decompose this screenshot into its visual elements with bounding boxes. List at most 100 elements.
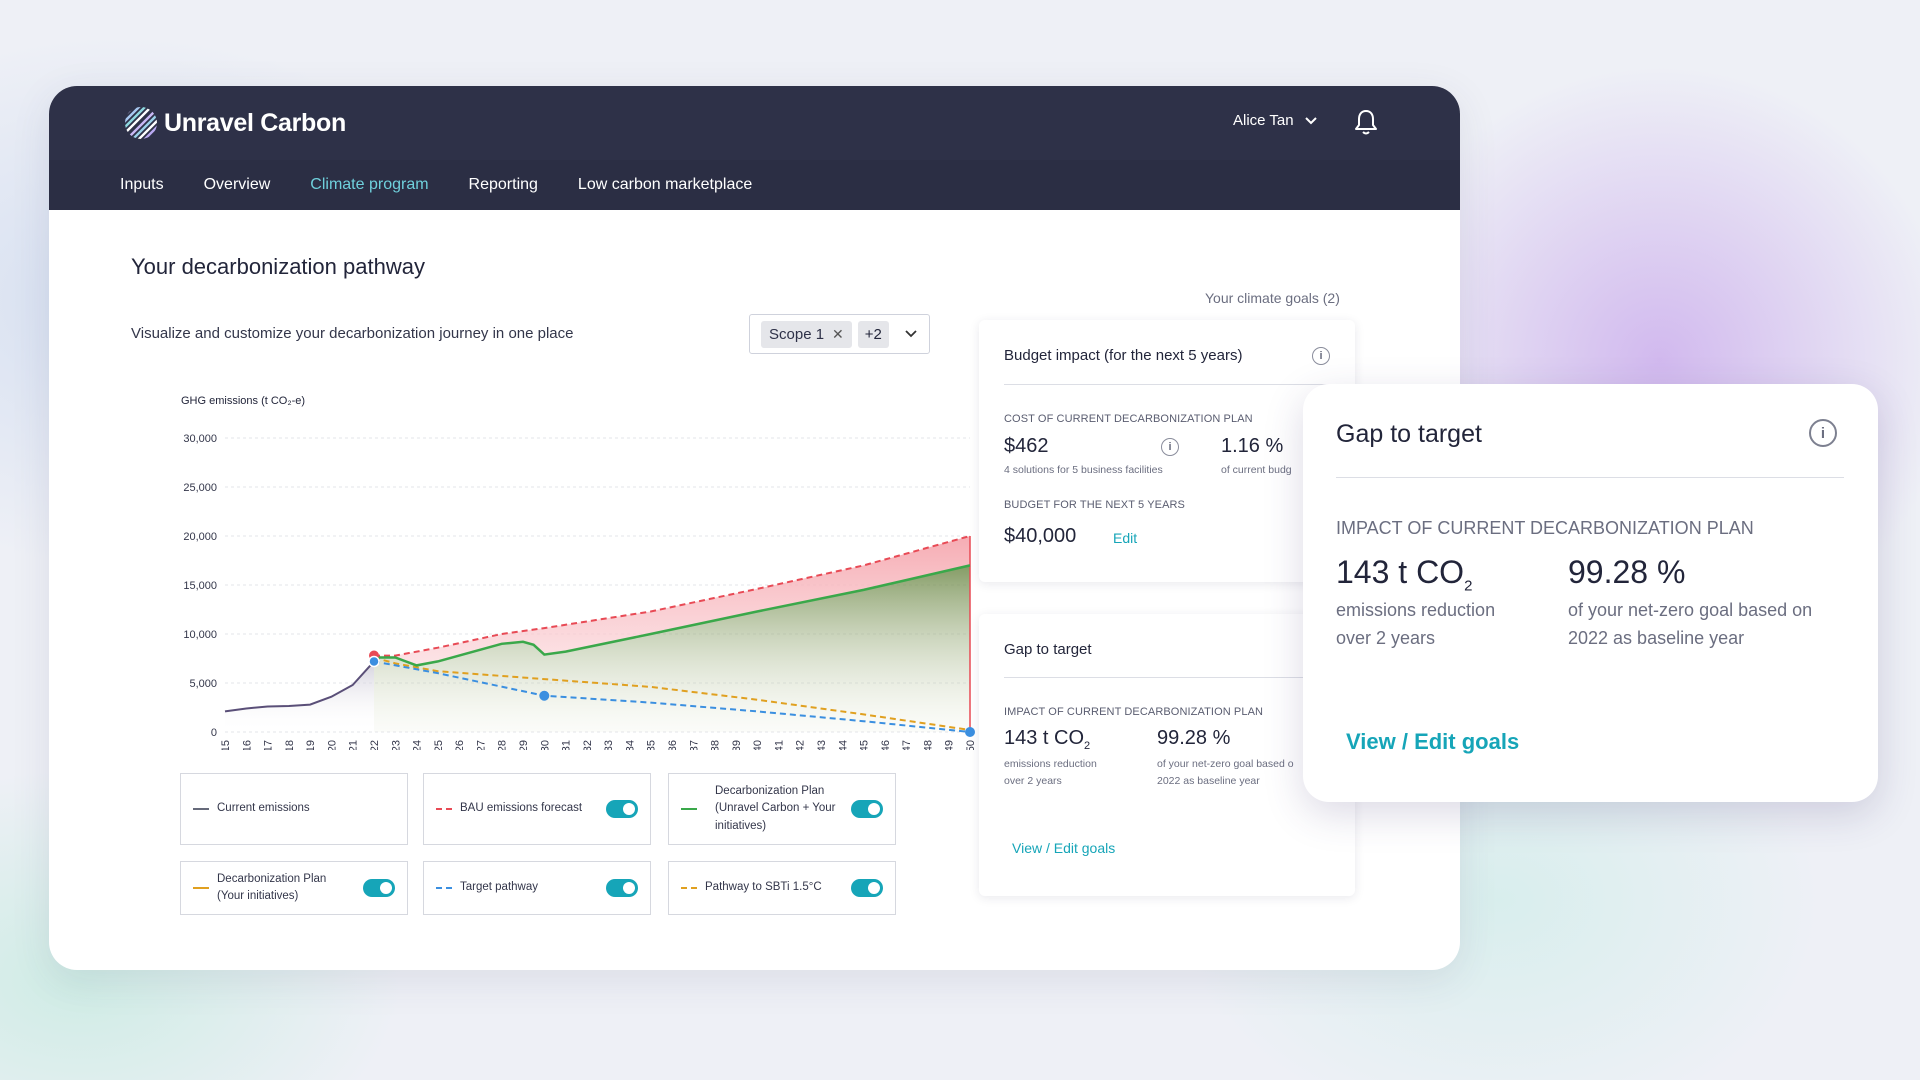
gap-caption: IMPACT OF CURRENT DECARBONIZATION PLAN [1004,706,1264,718]
x-tick-label: 2017 [263,740,275,750]
x-tick-label: 2040 [752,740,764,750]
x-tick-label: 2046 [880,740,892,750]
gap-to-target-zoom-card: Gap to target i IMPACT OF CURRENT DECARB… [1303,384,1878,802]
budget-card-title: Budget impact (for the next 5 years) [1004,347,1243,364]
top-bar: Unravel Carbon Alice Tan [49,86,1460,160]
budget-pct-note: of current budg [1221,464,1292,476]
y-tick-label: 15,000 [183,580,217,592]
x-tick-label: 2037 [688,740,700,750]
logo[interactable]: Unravel Carbon [124,106,346,140]
legend-label: Pathway to SBTi 1.5°C [705,881,822,894]
info-icon[interactable]: i [1312,347,1330,365]
nav-inputs[interactable]: Inputs [120,176,164,193]
float-reduction-text: 143 t CO [1336,554,1465,590]
x-tick-label: 2036 [667,740,679,750]
float-reduction-note: emissions reduction over 2 years [1336,597,1495,653]
legend-label: Decarbonization Plan (Your initiatives) [217,872,327,902]
legend-label: BAU emissions forecast [460,802,583,815]
nav-reporting[interactable]: Reporting [468,176,538,193]
budget-pct-value: 1.16 % [1221,435,1284,457]
legend-target-pathway: Target pathway [423,861,651,915]
goal-pct-note-line1: of your net-zero goal based o [1157,758,1294,770]
target-2050-point [965,727,975,737]
toggle-decarb-plan-unravel[interactable] [851,800,883,818]
info-icon[interactable]: i [1809,419,1837,447]
y-tick-label: 30,000 [183,433,217,445]
scope-select[interactable]: Scope 1 ✕ +2 [749,314,930,354]
legend-current-emissions: Current emissions [180,773,408,845]
current-emissions-line [224,660,375,713]
x-tick-label: 2045 [859,740,871,750]
x-tick-label: 2033 [603,740,615,750]
toggle-decarb-plan-own[interactable] [363,879,395,897]
budget-caption: BUDGET FOR THE NEXT 5 YEARS [1004,499,1185,511]
remove-chip-icon[interactable]: ✕ [832,325,844,342]
float-card-title: Gap to target [1336,420,1482,448]
legend-swatch [193,887,209,889]
toggle-bau-forecast[interactable] [606,800,638,818]
x-tick-label: 2016 [241,740,253,750]
float-goal-pct: 99.28 % [1568,554,1686,590]
toggle-target-pathway[interactable] [606,879,638,897]
legend-label: Current emissions [217,802,310,815]
float-view-edit-goals-link[interactable]: View / Edit goals [1346,729,1520,754]
float-reduction-note-line1: emissions reduction [1336,600,1496,620]
scope-chip-label: Scope 1 [769,325,825,343]
legend-swatch [681,887,697,889]
decarb-plan-own-line [373,656,971,731]
reduction-note: emissions reduction over 2 years [1004,756,1097,790]
x-tick-label: 2049 [944,740,956,750]
legend-swatch [436,887,452,889]
target-2030-point [539,690,550,701]
main-nav: Inputs Overview Climate program Reportin… [49,160,1460,210]
legend-decarb-plan-own: Decarbonization Plan (Your initiatives) [180,861,408,915]
y-tick-label: 10,000 [183,629,217,641]
chevron-down-icon[interactable] [904,327,918,341]
divider [1004,384,1330,385]
float-reduction-subscript: 2 [1464,577,1473,595]
page-subtitle: Visualize and customize your decarboniza… [131,325,574,342]
info-icon[interactable]: i [1161,438,1179,456]
divider [1336,477,1844,478]
x-tick-label: 2050 [965,740,977,750]
logo-mark-icon [125,107,157,139]
float-caption: IMPACT OF CURRENT DECARBONIZATION PLAN [1336,518,1754,538]
nav-overview[interactable]: Overview [203,176,271,193]
x-tick-label: 2030 [539,740,551,750]
x-tick-label: 2032 [582,740,594,750]
emissions-chart: GHG emissions (t CO₂-e) 0 5,000 10,000 15,00… [181,395,977,750]
x-tick-label: 2021 [348,740,360,750]
page-title: Your decarbonization pathway [131,254,425,279]
reduction-value: 143 t CO2 [1004,727,1090,752]
reduction-value-text: 143 t CO [1004,727,1085,749]
x-tick-label: 2018 [284,740,296,750]
budget-impact-card: Budget impact (for the next 5 years) i C… [979,320,1355,582]
scope-chip[interactable]: Scope 1 ✕ [761,320,852,348]
cost-caption: COST OF CURRENT DECARBONIZATION PLAN [1004,413,1253,425]
x-tick-label: 2023 [390,740,402,750]
legend-swatch [193,808,209,810]
y-tick-label: 0 [211,727,217,739]
view-edit-goals-link[interactable]: View / Edit goals [1012,840,1116,856]
y-axis-label: GHG emissions (t CO₂-e) [181,395,305,407]
notification-bell-icon[interactable] [1353,108,1379,136]
reduction-note-line2: over 2 years [1004,774,1062,787]
climate-goals-link[interactable]: Your climate goals (2) [1205,290,1340,306]
budget-value: $40,000 [1004,525,1077,547]
user-menu[interactable]: Alice Tan [1233,112,1318,129]
x-tick-label: 2022 [369,740,381,750]
nav-climate-program[interactable]: Climate program [310,176,429,193]
nav-low-carbon-marketplace[interactable]: Low carbon marketplace [577,176,753,193]
x-tick-label: 2024 [412,740,424,750]
target-pathway-line [373,660,971,733]
legend-label: Decarbonization Plan (Unravel Carbon + Y… [715,785,836,832]
x-tick-label: 2042 [795,740,807,750]
app-window: Unravel Carbon Alice Tan Inputs Overview… [49,86,1460,970]
x-tick-label: 2044 [837,740,849,750]
toggle-sbti-pathway[interactable] [851,879,883,897]
legend-decarb-plan-unravel: Decarbonization Plan (Unravel Carbon + Y… [668,773,896,845]
edit-budget-link[interactable]: Edit [1113,530,1138,546]
legend-swatch [681,808,697,810]
x-tick-label: 2015 [220,740,232,750]
goal-pct-note: of your net-zero goal based o 2022 as ba… [1157,756,1294,790]
